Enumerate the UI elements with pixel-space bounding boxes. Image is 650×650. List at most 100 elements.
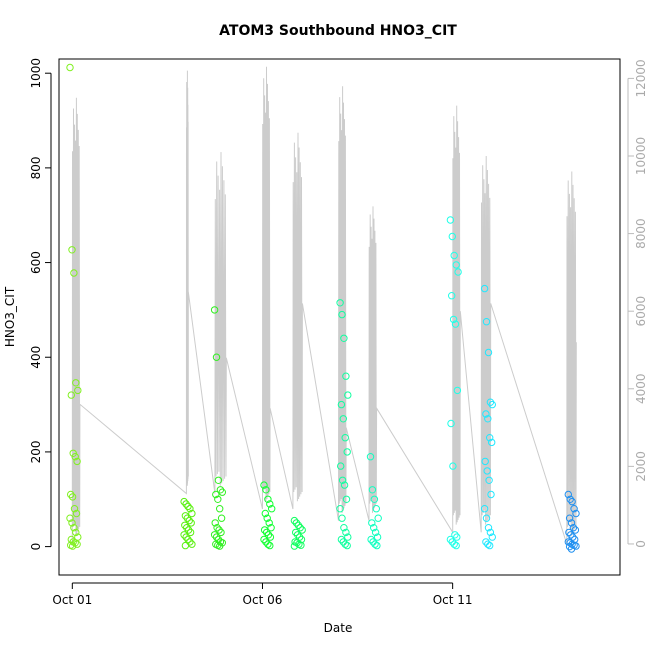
data-point bbox=[187, 519, 195, 527]
data-point bbox=[366, 453, 375, 461]
data-point bbox=[337, 462, 345, 470]
data-point bbox=[342, 528, 350, 537]
data-point bbox=[261, 509, 269, 518]
data-point bbox=[367, 535, 375, 544]
data-point bbox=[183, 514, 192, 522]
data-point bbox=[569, 524, 578, 532]
data-point bbox=[453, 533, 461, 541]
data-point bbox=[68, 246, 76, 254]
data-point bbox=[68, 493, 77, 501]
data-point bbox=[344, 391, 352, 399]
data-point bbox=[210, 531, 219, 539]
data-point bbox=[216, 486, 225, 494]
data-point bbox=[481, 457, 489, 466]
y2-tick-label: 12000 bbox=[634, 59, 648, 97]
data-point bbox=[72, 509, 81, 518]
data-point bbox=[68, 542, 77, 550]
data-point bbox=[342, 495, 351, 503]
data-point bbox=[293, 531, 302, 539]
data-point bbox=[488, 438, 496, 447]
data-point bbox=[484, 524, 493, 532]
altitude-line-layer bbox=[71, 66, 577, 545]
x-tick-label: Oct 06 bbox=[243, 593, 283, 607]
data-point bbox=[217, 514, 226, 522]
data-point bbox=[182, 533, 190, 541]
data-point bbox=[339, 538, 347, 546]
data-point bbox=[341, 540, 349, 548]
data-point bbox=[266, 541, 274, 550]
y2-tick-label: 6000 bbox=[634, 296, 648, 327]
data-point bbox=[71, 453, 79, 461]
data-point bbox=[572, 509, 580, 518]
data-point bbox=[186, 538, 194, 546]
data-point bbox=[180, 531, 188, 539]
data-point bbox=[570, 505, 578, 513]
data-point bbox=[181, 521, 189, 529]
data-point bbox=[482, 514, 491, 522]
data-point bbox=[266, 533, 275, 541]
data-point bbox=[447, 419, 455, 428]
data-point bbox=[267, 524, 275, 532]
data-point bbox=[486, 541, 494, 550]
data-point bbox=[339, 415, 347, 423]
y-tick-label: 200 bbox=[29, 440, 43, 463]
data-point bbox=[340, 524, 348, 532]
x-axis: Oct 01 Oct 06 Oct 11 bbox=[52, 582, 473, 607]
data-point bbox=[66, 514, 74, 522]
data-point bbox=[446, 216, 455, 224]
data-point bbox=[566, 495, 574, 503]
data-point bbox=[482, 318, 491, 326]
data-point bbox=[217, 528, 225, 537]
data-point bbox=[214, 495, 222, 503]
y2-tick-label: 0 bbox=[634, 540, 648, 548]
data-point bbox=[480, 284, 489, 293]
data-point bbox=[262, 528, 271, 537]
data-point bbox=[215, 526, 223, 534]
data-point bbox=[292, 528, 300, 537]
y-tick-label: 400 bbox=[29, 346, 43, 369]
x-tick-label: Oct 01 bbox=[52, 593, 92, 607]
data-point bbox=[66, 63, 74, 72]
data-point bbox=[290, 516, 299, 525]
data-point bbox=[482, 410, 490, 418]
data-point bbox=[371, 540, 379, 548]
data-point bbox=[73, 457, 81, 466]
data-point bbox=[372, 505, 380, 513]
y2-tick-label: 10000 bbox=[634, 137, 648, 175]
data-point bbox=[370, 524, 378, 532]
data-point bbox=[371, 528, 380, 537]
data-point bbox=[180, 497, 188, 506]
data-point bbox=[488, 400, 496, 409]
data-point bbox=[186, 505, 194, 513]
data-point bbox=[70, 269, 78, 277]
plot-frame bbox=[58, 58, 621, 576]
data-point bbox=[181, 541, 190, 550]
data-point bbox=[341, 434, 349, 442]
data-point bbox=[185, 516, 194, 525]
data-point bbox=[565, 542, 574, 551]
data-point bbox=[340, 481, 349, 489]
data-point bbox=[568, 497, 576, 506]
data-point bbox=[453, 386, 462, 395]
data-point bbox=[344, 533, 352, 541]
data-point bbox=[482, 538, 490, 546]
data-point bbox=[373, 533, 382, 541]
data-point bbox=[336, 505, 344, 513]
data-point bbox=[338, 476, 347, 484]
data-point bbox=[266, 500, 274, 508]
data-point bbox=[298, 526, 306, 534]
data-point bbox=[182, 500, 190, 508]
data-point bbox=[567, 545, 576, 553]
y-tick-label: 800 bbox=[29, 156, 43, 179]
data-point bbox=[480, 505, 489, 513]
data-point bbox=[484, 415, 492, 423]
y-axis-label: HNO3_CIT bbox=[3, 286, 17, 347]
data-point bbox=[183, 524, 191, 532]
data-point bbox=[446, 535, 455, 544]
data-point bbox=[338, 514, 346, 522]
data-point bbox=[263, 514, 271, 522]
data-point bbox=[486, 434, 494, 442]
data-point bbox=[449, 315, 458, 324]
data-point bbox=[369, 538, 377, 546]
data-point bbox=[448, 232, 456, 241]
